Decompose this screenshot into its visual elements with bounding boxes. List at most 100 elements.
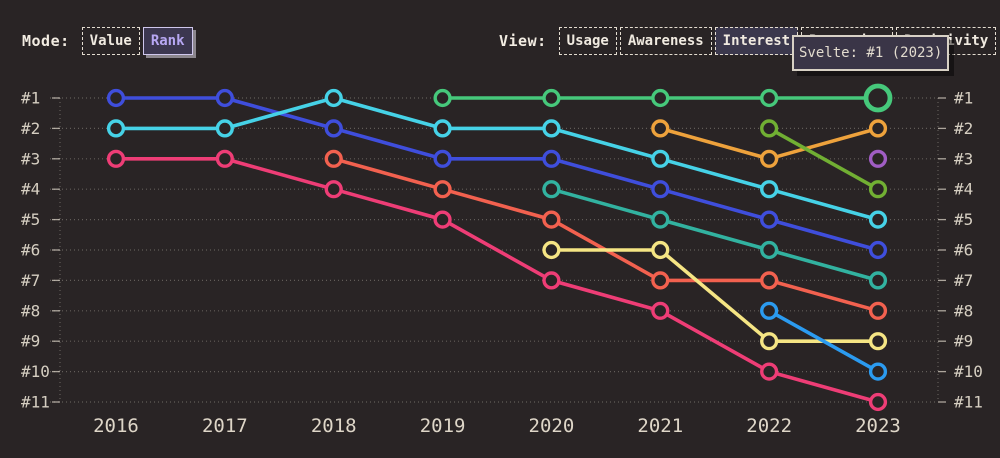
data-point-pink[interactable] (433, 210, 452, 229)
series-line-dodger-blue (768, 309, 879, 374)
right-rank-label: #11 (954, 393, 983, 412)
data-point-yellow[interactable] (760, 332, 779, 351)
data-point-yellow[interactable] (542, 240, 561, 260)
data-point-salmon[interactable] (433, 180, 452, 199)
mode-option-value[interactable]: Value (81, 27, 140, 55)
data-point-salmon[interactable] (651, 271, 670, 290)
right-rank-label: #2 (954, 119, 973, 138)
data-point-olive-green[interactable] (760, 119, 779, 138)
data-point-orange[interactable] (760, 149, 779, 168)
data-point-svelte-green[interactable] (542, 88, 561, 108)
right-rank-label: #4 (954, 180, 973, 199)
data-point-orange[interactable] (651, 119, 670, 138)
right-rank-label: #5 (954, 210, 973, 229)
data-point-pink[interactable] (868, 392, 888, 412)
series-line-teal (550, 187, 879, 283)
view-option-interest[interactable]: Interest (714, 27, 799, 55)
right-rank-label: #6 (954, 241, 973, 260)
left-rank-label: #11 (21, 393, 50, 412)
data-point-teal[interactable] (542, 180, 561, 199)
data-point-purple[interactable] (868, 149, 888, 168)
data-point-cyan[interactable] (542, 119, 561, 138)
left-rank-label: #8 (21, 301, 40, 320)
data-point-svelte-green[interactable] (433, 88, 452, 108)
data-point-salmon[interactable] (868, 301, 888, 320)
left-rank-label: #4 (21, 180, 40, 199)
data-point-royal-blue[interactable] (433, 149, 452, 168)
data-point-cyan[interactable] (106, 119, 126, 138)
year-label: 2022 (746, 415, 792, 437)
series-line-olive-green (768, 126, 879, 191)
view-option-usage[interactable]: Usage (558, 27, 617, 55)
data-point-orange[interactable] (868, 119, 888, 138)
data-point-dodger-blue[interactable] (760, 301, 779, 320)
year-label: 2016 (93, 415, 139, 437)
data-point-cyan[interactable] (433, 119, 452, 138)
right-rank-label: #3 (954, 149, 973, 168)
year-label: 2023 (855, 415, 901, 437)
right-rank-label: #9 (954, 332, 973, 351)
data-point-salmon[interactable] (760, 271, 779, 290)
data-point-cyan[interactable] (760, 180, 779, 199)
data-point-teal[interactable] (651, 210, 670, 229)
data-point-yellow[interactable] (651, 240, 670, 260)
data-point-cyan[interactable] (651, 149, 670, 168)
hover-tooltip: Svelte: #1 (2023) (792, 35, 950, 71)
data-point-cyan[interactable] (215, 119, 234, 138)
year-label: 2019 (420, 415, 466, 437)
right-rank-label: #10 (954, 362, 983, 381)
data-point-svelte-green[interactable] (760, 88, 779, 108)
data-point-pink[interactable] (542, 271, 561, 290)
right-rank-label: #7 (954, 271, 973, 290)
left-rank-label: #2 (21, 119, 40, 138)
data-point-yellow[interactable] (868, 332, 888, 351)
view-label: View: (499, 32, 547, 50)
left-rank-label: #9 (21, 332, 40, 351)
series-line-pink (116, 157, 879, 404)
mode-control-group: Mode: Value Rank (22, 27, 193, 55)
series-line-salmon (333, 157, 879, 313)
data-point-dodger-blue[interactable] (868, 362, 888, 381)
mode-option-rank[interactable]: Rank (142, 27, 193, 55)
data-point-salmon[interactable] (542, 210, 561, 229)
data-point-royal-blue[interactable] (106, 88, 126, 108)
mode-label: Mode: (22, 32, 70, 50)
data-point-royal-blue[interactable] (868, 240, 888, 260)
data-point-royal-blue[interactable] (542, 149, 561, 168)
left-rank-label: #10 (21, 362, 50, 381)
left-rank-label: #5 (21, 210, 40, 229)
right-rank-label: #1 (954, 89, 973, 108)
data-point-teal[interactable] (868, 271, 888, 290)
data-point-pink[interactable] (324, 180, 343, 199)
data-point-royal-blue[interactable] (760, 210, 779, 229)
year-label: 2020 (529, 415, 575, 437)
data-point-cyan[interactable] (868, 210, 888, 229)
year-label: 2021 (637, 415, 683, 437)
data-point-pink[interactable] (215, 149, 234, 168)
year-label: 2017 (202, 415, 248, 437)
data-point-svelte-green[interactable] (651, 88, 670, 108)
left-rank-label: #7 (21, 271, 40, 290)
data-point-pink[interactable] (651, 301, 670, 320)
data-point-pink[interactable] (106, 149, 126, 168)
data-point-salmon[interactable] (324, 149, 343, 168)
data-point-teal[interactable] (760, 240, 779, 260)
highlighted-data-point-svelte-green[interactable] (863, 83, 893, 113)
left-rank-label: #1 (21, 89, 40, 108)
data-point-pink[interactable] (760, 362, 779, 381)
left-rank-label: #6 (21, 241, 40, 260)
right-rank-label: #8 (954, 301, 973, 320)
data-point-royal-blue[interactable] (215, 88, 234, 108)
data-point-olive-green[interactable] (868, 180, 888, 199)
series-line-royal-blue (116, 96, 879, 252)
view-option-awareness[interactable]: Awareness (619, 27, 712, 55)
series-line-cyan (116, 96, 879, 222)
data-point-royal-blue[interactable] (651, 180, 670, 199)
data-point-cyan[interactable] (324, 88, 343, 108)
data-point-royal-blue[interactable] (324, 119, 343, 138)
view-control-group: View: Usage Awareness Interest Retention… (499, 27, 997, 55)
year-label: 2018 (311, 415, 357, 437)
left-rank-label: #3 (21, 149, 40, 168)
